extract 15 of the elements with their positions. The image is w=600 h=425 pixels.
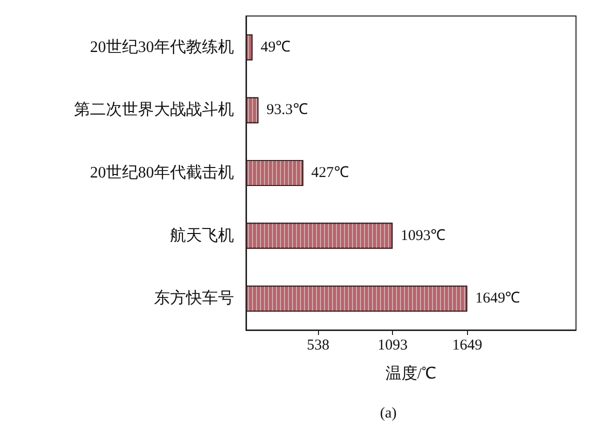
data-label: 93.3℃ xyxy=(266,102,308,118)
y-tick-label: 20世纪30年代教练机 xyxy=(90,38,234,56)
text: (a) xyxy=(380,406,397,422)
data-label: 1093℃ xyxy=(400,228,446,244)
y-tick-label: 航天飞机 xyxy=(170,226,234,244)
x-axis-title: 温度/℃ xyxy=(385,364,437,382)
data-label: 427℃ xyxy=(311,165,349,181)
x-tick-label: 1649 xyxy=(452,338,482,354)
data-label: 1649℃ xyxy=(475,290,520,307)
y-tick-label: 第二次世界大战战斗机 xyxy=(74,100,234,119)
y-tick-label: 东方快车号 xyxy=(154,289,234,308)
x-tick-label: 538 xyxy=(306,338,330,354)
y-tick-label: 20世纪80年代截击机 xyxy=(90,164,234,182)
x-tick-label: 1093 xyxy=(378,338,408,354)
data-label: 49℃ xyxy=(260,39,291,56)
